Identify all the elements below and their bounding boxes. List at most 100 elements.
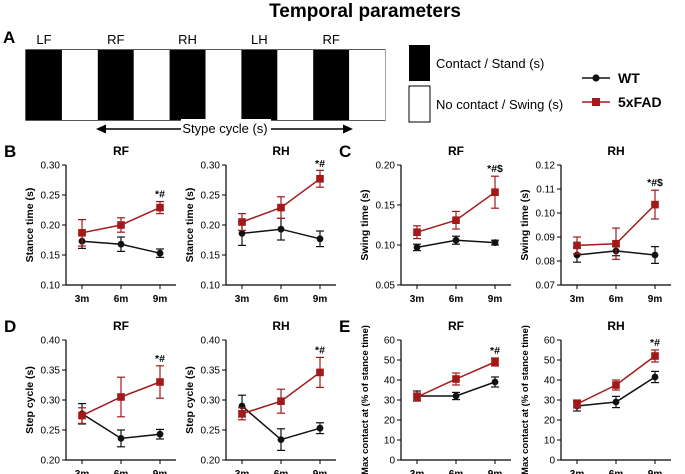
x-tick-label: 6m	[609, 294, 624, 305]
y-tick-label: 0.20	[41, 456, 61, 467]
y-axis-label: Max contact at (% of stance time)	[520, 325, 531, 474]
chart-panel: RH 0.07 0.08 0.09 0.10 0.11 0.12 3m 6m 9m Swing ti…	[519, 144, 671, 305]
panel-letter: D	[4, 317, 16, 336]
y-tick-label: 0.25	[201, 191, 221, 202]
panel-a-letter: A	[3, 28, 15, 47]
data-point	[573, 241, 581, 250]
data-point	[238, 410, 246, 418]
chart-title: RF	[113, 319, 129, 333]
data-point	[612, 381, 620, 389]
significance-label: *#$	[647, 177, 663, 189]
figure-title: Temporal parameters	[269, 1, 461, 22]
nocontact-legend-label: No contact / Swing (s)	[436, 97, 563, 112]
y-tick-label: 0.08	[536, 257, 556, 268]
data-point	[651, 352, 659, 360]
y-axis-label: Swing time (s)	[359, 189, 371, 260]
paw-label: LH	[251, 32, 268, 47]
data-point	[277, 436, 285, 443]
y-tick-label: 0.20	[41, 221, 61, 232]
data-point	[117, 240, 125, 248]
series-wt	[573, 370, 659, 412]
data-point	[156, 203, 164, 212]
y-tick-label: 0.30	[41, 396, 61, 407]
x-tick-label: 9m	[648, 294, 663, 305]
chart-title: RH	[607, 319, 624, 333]
cycle-arrow	[96, 119, 353, 139]
y-tick-label: 0.10	[376, 241, 396, 252]
y-tick-label: 0.09	[536, 233, 556, 244]
data-point	[117, 435, 125, 442]
data-point	[452, 392, 460, 400]
y-axis-label: Max contact at (% of stance time)	[360, 325, 371, 474]
y-tick-label: 0.30	[41, 161, 61, 172]
y-tick-label: 50	[544, 356, 556, 367]
x-tick-label: 6m	[274, 469, 289, 474]
x-tick-label: 6m	[609, 469, 624, 474]
series-5xfad	[573, 189, 659, 260]
paw-label: LF	[36, 32, 51, 47]
data-point	[452, 236, 460, 244]
data-point	[316, 368, 324, 377]
y-tick-label: 50	[384, 356, 396, 367]
data-point	[156, 378, 164, 386]
significance-label: *#	[155, 353, 165, 365]
y-tick-label: 30	[384, 396, 396, 407]
y-axis-label: Stance time (s)	[24, 188, 36, 263]
paw-labels: LF RF RH LH RF	[36, 32, 340, 47]
y-tick-label: 20	[384, 416, 396, 427]
data-point	[413, 244, 421, 251]
significance-label: *#$	[487, 163, 503, 175]
y-tick-label: 60	[544, 336, 556, 347]
series-5xfad	[238, 169, 324, 231]
y-tick-label: 0.30	[201, 396, 221, 407]
panel-letter: C	[339, 142, 351, 161]
x-tick-label: 9m	[153, 294, 168, 305]
series-5xfad	[78, 365, 164, 424]
y-tick-label: 0.05	[376, 281, 396, 292]
x-tick-label: 3m	[570, 294, 585, 305]
x-tick-label: 9m	[488, 469, 503, 474]
x-tick-label: 6m	[114, 294, 129, 305]
gait-stripe-black	[241, 50, 278, 120]
y-tick-label: 10	[384, 436, 396, 447]
gait-stripe-white	[277, 50, 314, 120]
x-tick-label: 3m	[570, 469, 585, 474]
y-axis-label: Step cycle (s)	[184, 366, 196, 434]
data-point	[651, 200, 659, 209]
significance-label: *#	[650, 337, 660, 349]
chart-title: RF	[448, 319, 464, 333]
y-tick-label: 0.10	[201, 281, 221, 292]
data-point	[316, 235, 324, 243]
nocontact-legend-swatch	[408, 85, 431, 123]
chart-panel: B RF 0.10 0.15 0.20 0.25 0.30 3m 6m 9m Stance time…	[4, 142, 176, 305]
chart-panel: RH 0.10 0.15 0.20 0.25 0.30 3m 6m 9m Stance time …	[184, 144, 336, 305]
paw-label: RH	[178, 32, 197, 47]
significance-label: *#	[315, 158, 325, 170]
y-tick-label: 0.20	[201, 221, 221, 232]
y-tick-label: 40	[384, 376, 396, 387]
data-point	[491, 188, 499, 196]
x-tick-label: 6m	[114, 469, 129, 474]
data-point	[156, 430, 164, 438]
chart-title: RH	[272, 144, 289, 158]
data-point	[651, 373, 659, 381]
data-point	[117, 393, 125, 401]
gait-stripe-black	[169, 50, 206, 120]
series-5xfad	[78, 201, 164, 247]
chart-panel: D RF 0.20 0.25 0.30 0.35 0.40 3m 6m 9m Step cycle …	[4, 317, 176, 474]
y-tick-label: 0.20	[201, 456, 221, 467]
data-point	[413, 393, 421, 401]
data-point	[277, 225, 285, 233]
data-point	[156, 249, 164, 257]
x-tick-label: 3m	[235, 469, 250, 474]
chart-panel: RH 0.20 0.25 0.30 0.35 0.40 3m 6m 9m Step cycle (…	[184, 319, 336, 474]
series-wt	[238, 394, 324, 451]
y-tick-label: 0.12	[536, 161, 556, 172]
y-tick-label: 0.20	[376, 161, 396, 172]
data-point	[612, 239, 620, 248]
gait-stripe-black	[26, 50, 63, 120]
chart-panel: RH 0 10 20 30 40 50 60 3m 6m 9m Max contact at (% o…	[520, 319, 671, 474]
data-point	[277, 397, 285, 405]
data-point	[413, 228, 421, 236]
